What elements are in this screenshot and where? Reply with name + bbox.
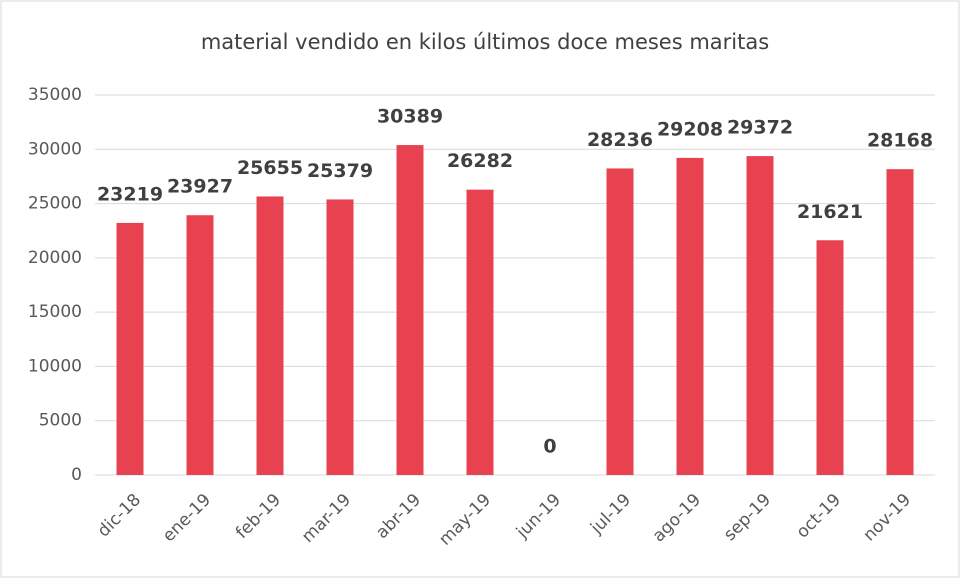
data-label: 23219 xyxy=(97,183,163,205)
bar xyxy=(746,156,774,475)
bar xyxy=(886,169,914,475)
y-tick-label: 30000 xyxy=(28,139,82,159)
y-tick-label: 5000 xyxy=(39,411,82,431)
bar xyxy=(676,157,704,475)
y-tick-label: 25000 xyxy=(28,194,82,214)
y-tick-label: 20000 xyxy=(28,248,82,268)
data-label: 25379 xyxy=(307,160,373,182)
y-tick-label: 35000 xyxy=(28,85,82,105)
bar xyxy=(256,196,284,475)
data-label: 29208 xyxy=(657,118,723,140)
data-label: 28168 xyxy=(867,130,933,152)
y-tick-label: 10000 xyxy=(28,356,82,376)
data-label: 26282 xyxy=(447,150,513,172)
data-label: 28236 xyxy=(587,129,653,151)
data-label: 30389 xyxy=(377,106,443,128)
data-label: 0 xyxy=(543,436,556,458)
bar xyxy=(396,145,424,475)
bar xyxy=(466,189,494,475)
bar xyxy=(326,199,354,475)
y-tick-label: 15000 xyxy=(28,302,82,322)
data-label: 21621 xyxy=(797,201,863,223)
data-label: 23927 xyxy=(167,176,233,198)
bar xyxy=(186,215,214,476)
bar xyxy=(116,222,144,475)
data-label: 29372 xyxy=(727,117,793,139)
y-tick-label: 0 xyxy=(71,465,82,485)
bar xyxy=(606,168,634,475)
chart-title: material vendido en kilos últimos doce m… xyxy=(201,30,769,54)
data-label: 25655 xyxy=(237,157,303,179)
bar xyxy=(816,240,844,475)
